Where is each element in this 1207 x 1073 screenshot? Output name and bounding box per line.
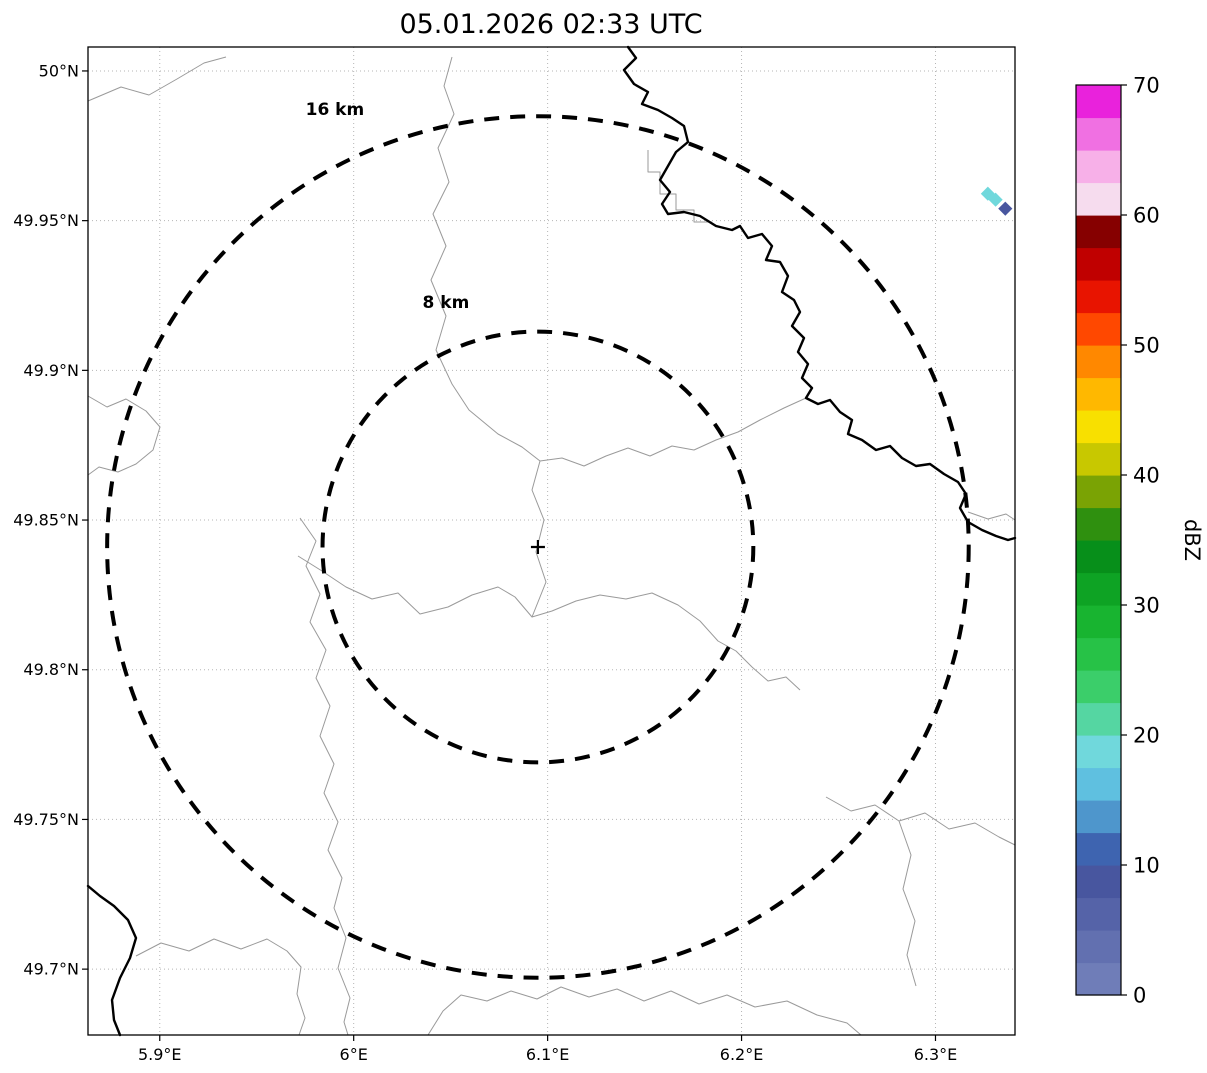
range-rings-layer: 8 km 16 km xyxy=(105,100,971,980)
radar-site-marker xyxy=(530,539,545,554)
colorbar-tick-label: 60 xyxy=(1133,204,1160,228)
chart-title: 05.01.2026 02:33 UTC xyxy=(399,9,702,40)
x-tick-label: 6.2°E xyxy=(720,1045,764,1064)
x-tick-label: 6.3°E xyxy=(914,1045,958,1064)
admin-boundary xyxy=(87,56,227,102)
colorbar-segment xyxy=(1076,85,1121,119)
colorbar-segment xyxy=(1076,897,1121,931)
colorbar-tick-label: 30 xyxy=(1133,594,1160,618)
x-tick-label: 6.1°E xyxy=(526,1045,570,1064)
colorbar-segment xyxy=(1076,442,1121,476)
admin-boundary xyxy=(299,517,351,1036)
radar-echo xyxy=(998,201,1013,216)
colorbar-segment xyxy=(1076,345,1121,379)
admin-boundary xyxy=(898,820,917,987)
colorbar-segment xyxy=(1076,767,1121,801)
admin-boundary xyxy=(539,397,807,467)
admin-boundary xyxy=(825,796,1016,846)
admin-boundary xyxy=(427,986,862,1036)
admin-boundary xyxy=(967,511,1016,521)
colorbar-segment xyxy=(1076,377,1121,411)
colorbar-segment xyxy=(1076,800,1121,834)
plot-frame xyxy=(87,46,1016,1036)
colorbar-segment xyxy=(1076,702,1121,736)
y-tick-label: 50°N xyxy=(39,61,79,80)
colorbar-tick-label: 10 xyxy=(1133,854,1160,878)
colorbar-segment xyxy=(1076,150,1121,184)
range-ring-8km xyxy=(320,329,756,765)
colorbar-segment xyxy=(1076,930,1121,964)
y-tick-label: 49.8°N xyxy=(23,660,79,679)
colorbar-segment xyxy=(1076,540,1121,574)
y-tick-label: 49.85°N xyxy=(13,511,79,530)
radar-echo xyxy=(988,192,1003,207)
range-ring-label: 8 km xyxy=(423,293,470,313)
admin-boundary xyxy=(297,555,801,691)
colorbar-segment xyxy=(1076,865,1121,899)
colorbar-outline xyxy=(1075,84,1122,996)
colorbar-segment xyxy=(1076,475,1121,509)
colorbar-segment xyxy=(1076,637,1121,671)
colorbar-segment xyxy=(1076,507,1121,541)
admin-boundary xyxy=(135,938,306,1036)
radar-echoes-layer xyxy=(980,186,1013,216)
colorbar-segment xyxy=(1076,182,1121,216)
country-border xyxy=(86,884,138,1037)
colorbar-tick-label: 70 xyxy=(1133,74,1160,98)
colorbar-segment xyxy=(1076,247,1121,281)
colorbar-segment xyxy=(1076,605,1121,639)
colorbar-segment xyxy=(1076,410,1121,444)
colorbar-segment xyxy=(1076,312,1121,346)
colorbar-segment xyxy=(1076,117,1121,151)
colorbar-layer: 0 10 20 30 40 50 60 70 dBZ xyxy=(1075,74,1204,1008)
colorbar-segment xyxy=(1076,280,1121,314)
y-tick-label: 49.9°N xyxy=(23,361,79,380)
range-ring-label: 16 km xyxy=(306,100,365,120)
y-tick-label: 49.95°N xyxy=(13,211,79,230)
country-border xyxy=(622,45,1017,542)
admin-boundary xyxy=(87,395,161,476)
colorbar-tick-label: 40 xyxy=(1133,464,1160,488)
colorbar-segment xyxy=(1076,735,1121,769)
colorbar-tick-label: 20 xyxy=(1133,724,1160,748)
map-layer xyxy=(86,45,1017,1037)
colorbar-tick-label: 50 xyxy=(1133,334,1160,358)
x-tick-label: 6°E xyxy=(340,1045,368,1064)
colorbar-segment xyxy=(1076,670,1121,704)
axes-layer: 5.9°E 6°E 6.1°E 6.2°E 6.3°E 50°N 49.95°N 49.9°N… xyxy=(13,46,1016,1064)
colorbar-segment xyxy=(1076,832,1121,866)
colorbar-segment xyxy=(1076,962,1121,996)
grid-layer xyxy=(88,47,1015,1035)
colorbar-tick-label: 0 xyxy=(1133,984,1146,1008)
y-tick-label: 49.7°N xyxy=(23,960,79,979)
y-tick-label: 49.75°N xyxy=(13,810,79,829)
colorbar-unit-label: dBZ xyxy=(1180,519,1204,561)
admin-boundary xyxy=(531,460,547,618)
x-tick-label: 5.9°E xyxy=(138,1045,182,1064)
range-ring-16km xyxy=(105,114,971,980)
admin-boundary xyxy=(430,56,541,462)
admin-boundary xyxy=(647,150,712,223)
colorbar-segment xyxy=(1076,572,1121,606)
colorbar-segment xyxy=(1076,215,1121,249)
